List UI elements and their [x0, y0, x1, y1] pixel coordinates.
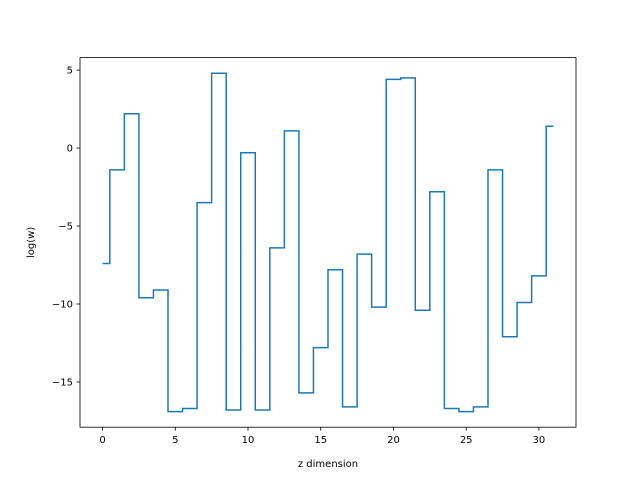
x-tick-label: 25	[460, 435, 473, 446]
series-line	[102, 72, 554, 413]
x-tick-label: 20	[387, 435, 400, 446]
plot-frame	[79, 57, 577, 428]
y-axis: 5 0 −5 −10 −15	[52, 66, 80, 389]
x-tick-label: 15	[314, 435, 327, 446]
x-tick-label: 5	[172, 435, 178, 446]
x-tick-label: 0	[99, 435, 105, 446]
y-tick-label: 0	[67, 144, 73, 155]
y-tick-label: −10	[52, 300, 73, 311]
y-axis-label: log(w)	[26, 227, 37, 258]
y-tick-label: −5	[58, 222, 73, 233]
x-axis-label: z dimension	[298, 459, 358, 470]
y-tick-label: 5	[67, 66, 73, 77]
x-tick-label: 30	[533, 435, 546, 446]
x-tick-label: 10	[242, 435, 255, 446]
series-layer	[102, 72, 554, 413]
x-axis: 0 5 10 15 20 25 30	[99, 427, 545, 446]
y-tick-label: −15	[52, 378, 73, 389]
